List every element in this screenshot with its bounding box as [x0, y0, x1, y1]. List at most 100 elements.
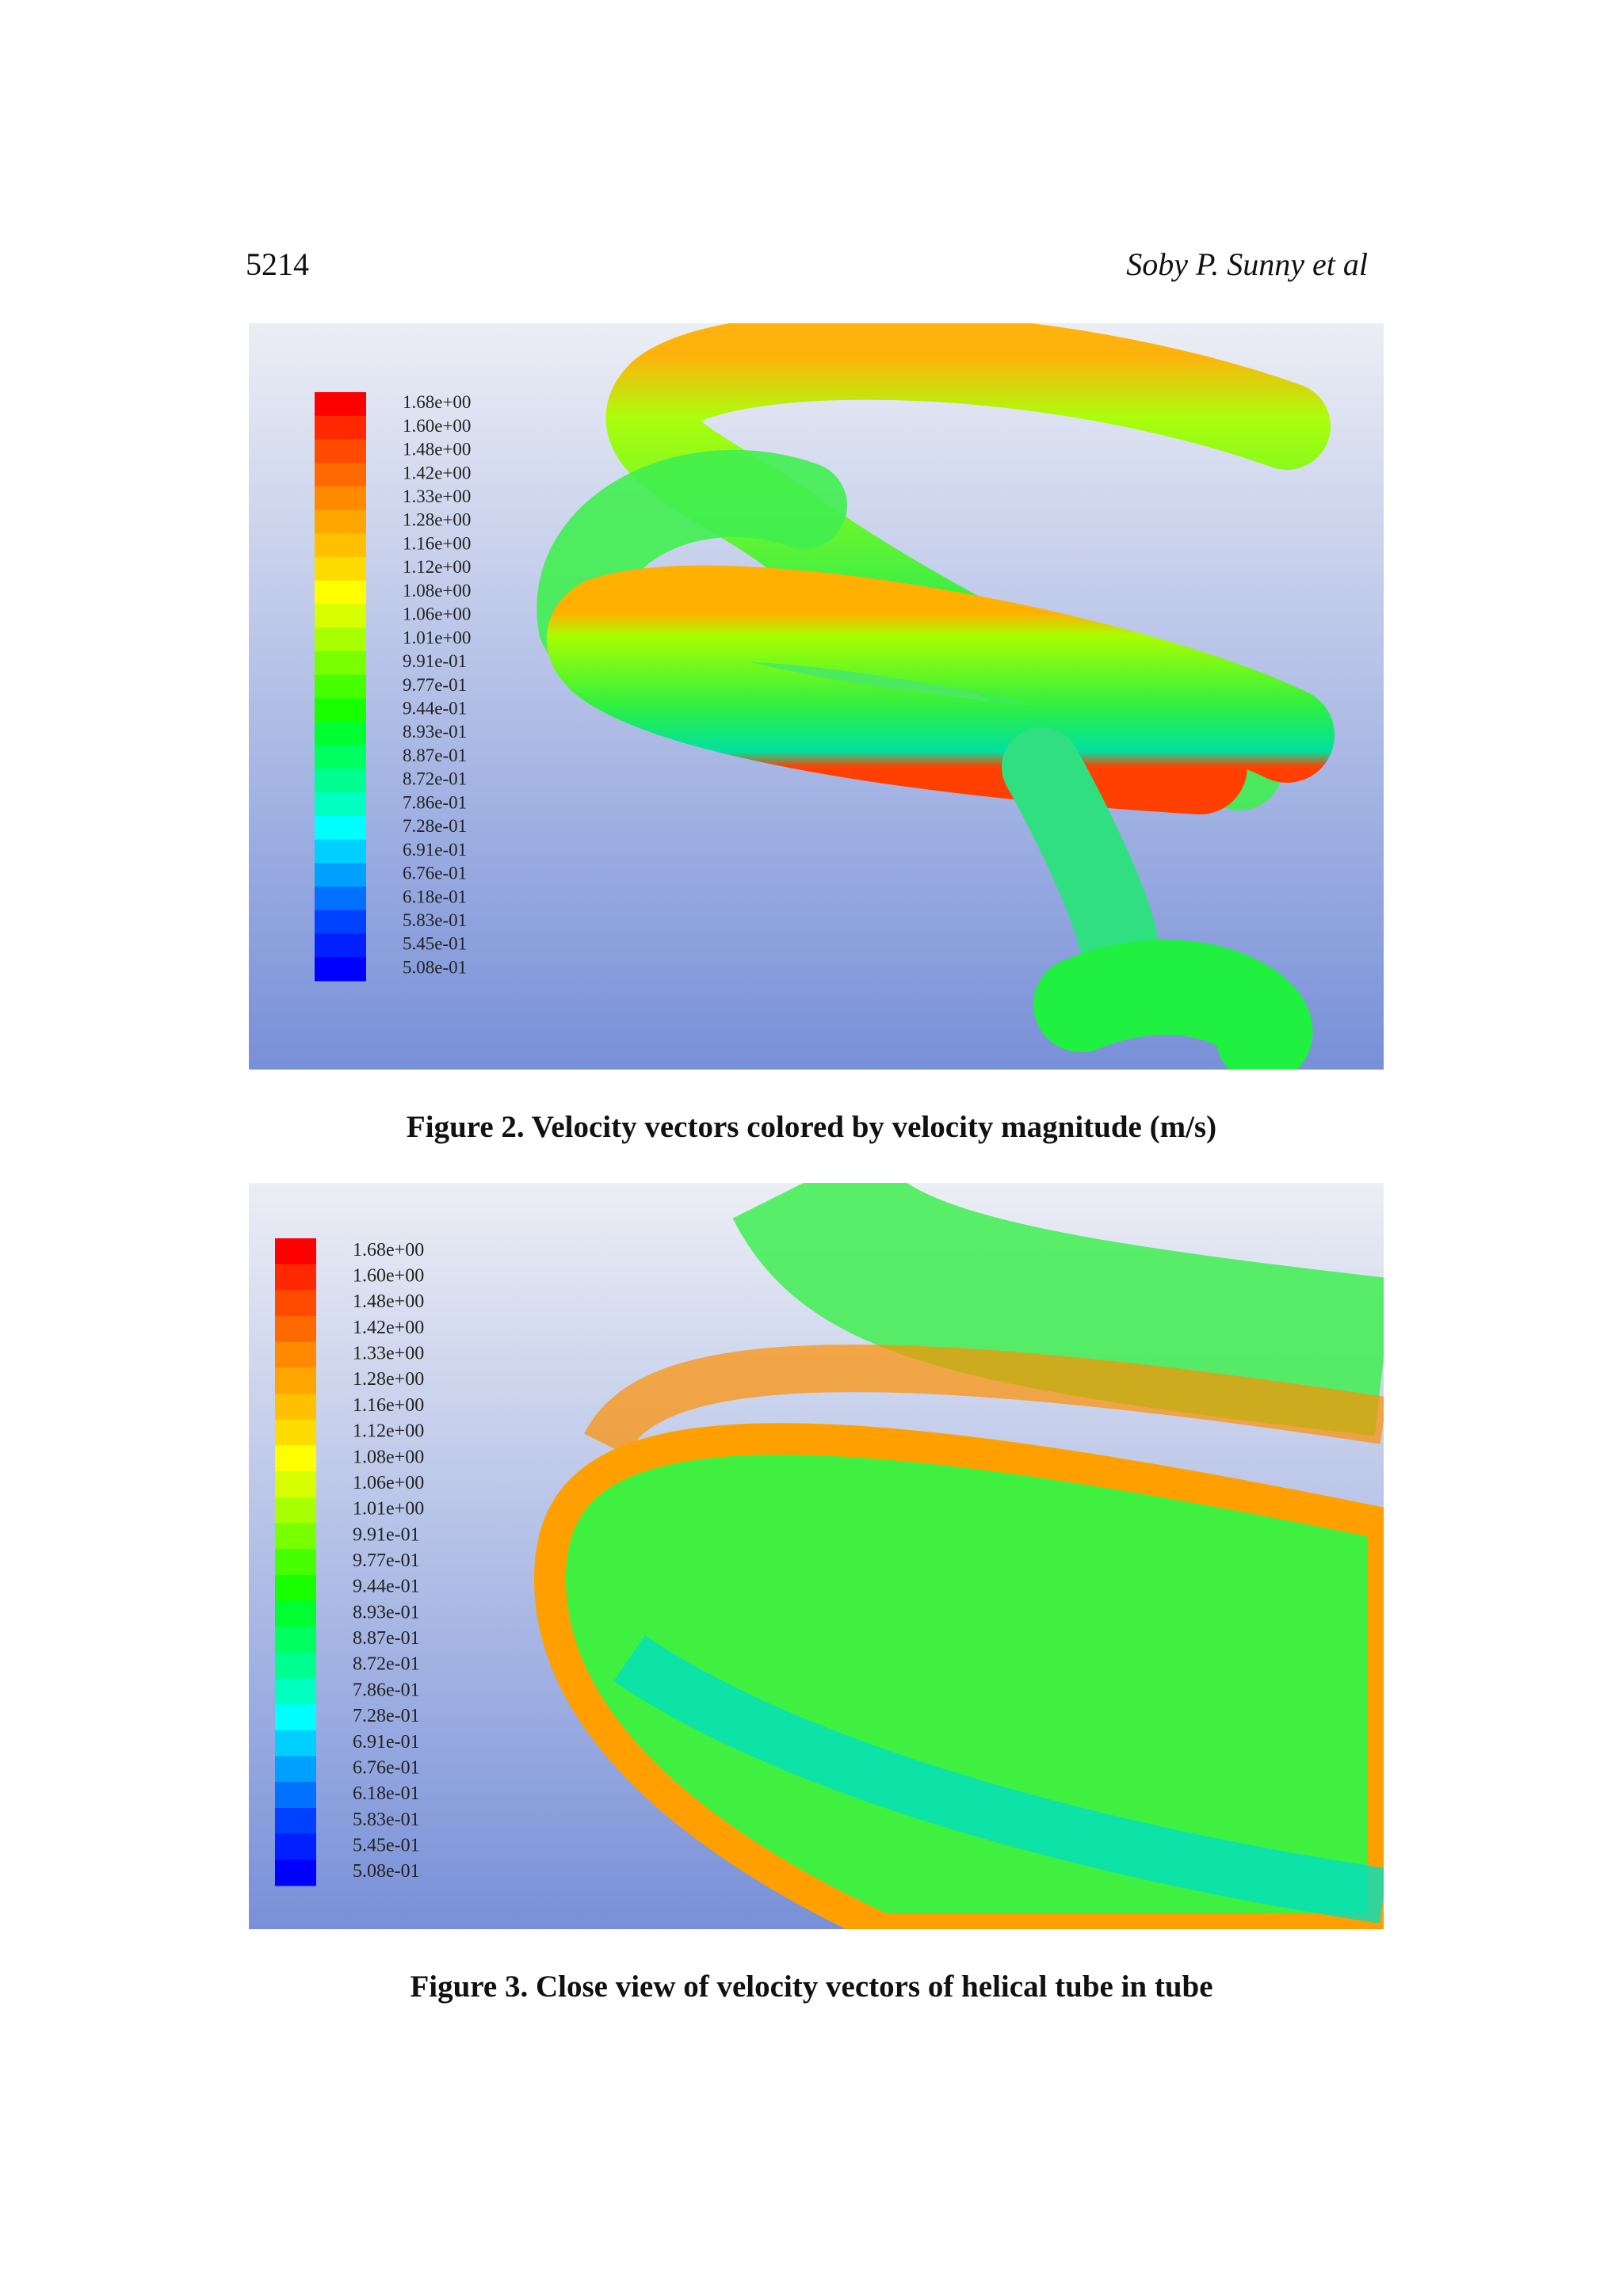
- colorbar-swatch: [275, 1523, 316, 1550]
- colorbar-swatch: [275, 1264, 316, 1291]
- colorbar-swatch: [275, 1549, 316, 1576]
- colorbar-label: 1.33e+00: [353, 1344, 424, 1364]
- colorbar-label: 5.45e-01: [353, 1835, 420, 1855]
- colorbar-label: 1.48e+00: [403, 440, 471, 460]
- colorbar-swatch: [275, 1574, 316, 1602]
- colorbar-label: 8.93e-01: [353, 1602, 420, 1623]
- colorbar-label: 1.28e+00: [353, 1369, 424, 1390]
- colorbar-label: 7.86e-01: [403, 792, 467, 812]
- colorbar-swatch: [275, 1756, 316, 1783]
- colorbar-swatch: [275, 1419, 316, 1446]
- colorbar-label: 1.01e+00: [353, 1499, 424, 1520]
- colorbar-swatch: [315, 486, 366, 511]
- colorbar-swatch: [275, 1807, 316, 1835]
- colorbar-swatch: [275, 1859, 316, 1886]
- colorbar-swatch: [275, 1600, 316, 1627]
- colorbar-label: 9.44e-01: [353, 1577, 420, 1597]
- colorbar-label: 1.60e+00: [353, 1266, 424, 1287]
- colorbar-swatch: [275, 1367, 316, 1394]
- helix: [533, 1183, 1384, 1929]
- page-number: 5214: [246, 246, 309, 282]
- colorbar-label: 1.28e+00: [403, 510, 471, 530]
- colorbar-swatch: [275, 1238, 316, 1265]
- colorbar-label: 1.08e+00: [353, 1447, 424, 1467]
- colorbar-swatch: [315, 650, 366, 676]
- colorbar-label: 9.91e-01: [353, 1524, 420, 1545]
- colorbar-swatch: [315, 627, 366, 652]
- colorbar-swatch: [275, 1445, 316, 1472]
- colorbar-label: 1.33e+00: [403, 486, 471, 506]
- colorbar-label: 6.91e-01: [403, 840, 467, 860]
- colorbar-label: 7.28e-01: [403, 816, 467, 836]
- colorbar-label: 5.83e-01: [403, 910, 467, 930]
- colorbar-label: 1.48e+00: [353, 1291, 424, 1312]
- colorbar-swatch: [315, 745, 366, 770]
- colorbar-label: 1.16e+00: [353, 1395, 424, 1416]
- colorbar-label: 5.08e-01: [353, 1861, 420, 1882]
- colorbar-swatch: [315, 509, 366, 534]
- colorbar-swatch: [315, 557, 366, 582]
- colorbar-swatch: [275, 1652, 316, 1680]
- colorbar-label: 1.06e+00: [403, 605, 471, 624]
- colorbar-swatch: [275, 1290, 316, 1317]
- colorbar-swatch: [315, 957, 366, 982]
- colorbar-label: 1.12e+00: [403, 557, 471, 577]
- colorbar-swatch: [275, 1782, 316, 1809]
- helix: [537, 323, 1335, 1070]
- colorbar-label: 9.77e-01: [353, 1550, 420, 1571]
- colorbar-swatch: [275, 1627, 316, 1653]
- colorbar-swatch: [315, 792, 366, 817]
- colorbar-swatch: [315, 463, 366, 487]
- colorbar-label: 9.91e-01: [403, 651, 467, 671]
- figure-caption: Figure 3. Close view of velocity vectors…: [410, 1970, 1213, 2004]
- colorbar-swatch: [315, 698, 366, 723]
- colorbar-label: 8.93e-01: [403, 722, 467, 742]
- running-author: Soby P. Sunny et al: [1126, 246, 1368, 282]
- colorbar-swatch: [275, 1704, 316, 1731]
- colorbar-swatch: [275, 1678, 316, 1705]
- colorbar-swatch: [315, 674, 366, 699]
- figure-image: 1.68e+00 1.60e+00 1.48e+00 1.42e+00 1.33e+00…: [249, 1183, 1384, 1929]
- colorbar-swatch: [315, 439, 366, 463]
- colorbar-swatch: [315, 839, 366, 864]
- colorbar-label: 6.18e-01: [353, 1783, 420, 1804]
- colorbar-label: 1.42e+00: [403, 463, 471, 482]
- colorbar-label: 8.72e-01: [353, 1654, 420, 1675]
- colorbar-label: 1.06e+00: [353, 1473, 424, 1493]
- colorbar-swatch: [315, 580, 366, 605]
- colorbar-label: 1.42e+00: [353, 1318, 424, 1338]
- colorbar-swatch: [315, 815, 366, 841]
- colorbar-swatch: [315, 933, 366, 958]
- colorbar-swatch: [275, 1394, 316, 1421]
- colorbar-label: 1.68e+00: [353, 1240, 424, 1261]
- colorbar-label: 1.60e+00: [403, 416, 471, 436]
- colorbar-swatch: [315, 887, 366, 911]
- colorbar-swatch: [275, 1471, 316, 1498]
- colorbar-label: 5.45e-01: [403, 934, 467, 954]
- colorbar-label: 5.08e-01: [403, 957, 467, 977]
- colorbar-swatch: [275, 1497, 316, 1524]
- colorbar-label: 8.87e-01: [403, 746, 467, 765]
- colorbar-label: 9.44e-01: [403, 699, 467, 719]
- colorbar-label: 6.76e-01: [403, 864, 467, 883]
- figure-caption: Figure 2. Velocity vectors colored by ve…: [406, 1110, 1217, 1144]
- colorbar-label: 5.83e-01: [353, 1810, 420, 1830]
- colorbar-label: 6.91e-01: [353, 1732, 420, 1753]
- colorbar-swatch: [315, 604, 366, 628]
- colorbar-swatch: [275, 1341, 316, 1368]
- colorbar-swatch: [315, 722, 366, 746]
- colorbar-label: 9.77e-01: [403, 675, 467, 695]
- colorbar-swatch: [275, 1730, 316, 1757]
- colorbar-label: 6.76e-01: [353, 1757, 420, 1778]
- colorbar-label: 6.18e-01: [403, 887, 467, 906]
- colorbar-label: 7.86e-01: [353, 1680, 420, 1700]
- colorbar-swatch: [315, 863, 366, 887]
- colorbar-label: 8.72e-01: [403, 769, 467, 789]
- colorbar-swatch: [275, 1833, 316, 1860]
- colorbar-label: 1.12e+00: [353, 1421, 424, 1442]
- colorbar-label: 1.68e+00: [403, 392, 471, 412]
- colorbar-label: 1.08e+00: [403, 581, 471, 601]
- figure-image: 1.68e+00 1.60e+00 1.48e+00 1.42e+00 1.33e+00…: [249, 323, 1384, 1070]
- colorbar-swatch: [315, 769, 366, 793]
